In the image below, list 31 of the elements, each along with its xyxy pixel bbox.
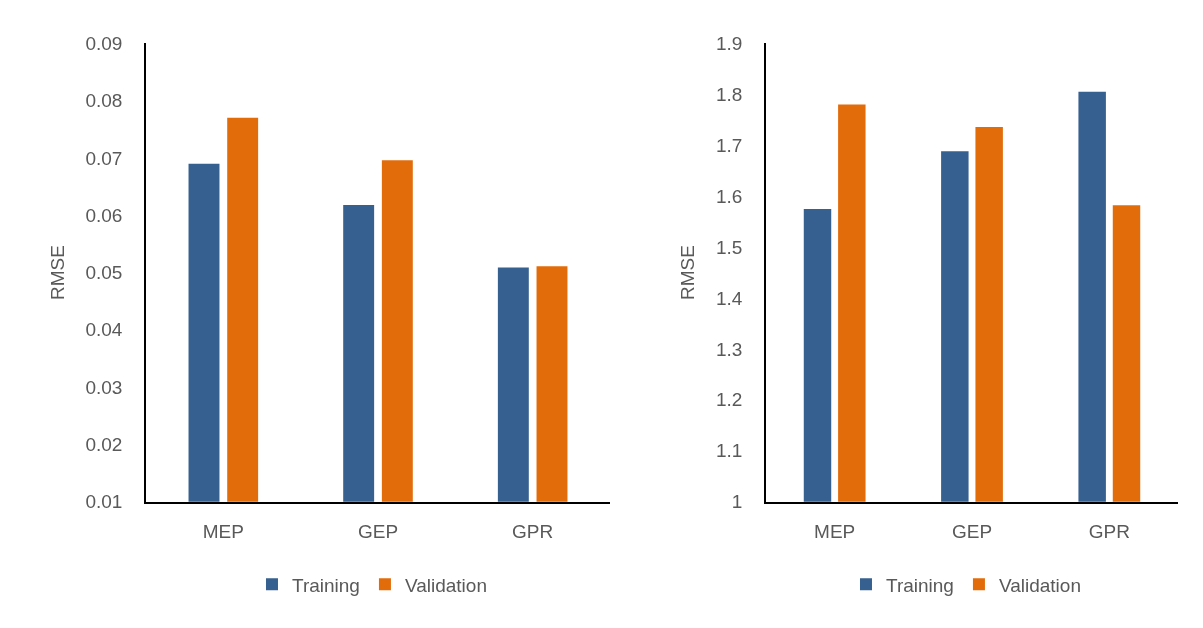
y-tick-label: 1.2 xyxy=(716,389,743,411)
x-tick-label: GEP xyxy=(357,521,399,543)
legend-label: Validation xyxy=(998,574,1081,596)
y-tick-label: 1.8 xyxy=(716,83,743,105)
legend-label: Training xyxy=(291,574,360,596)
y-tick-label: 1.3 xyxy=(716,338,743,360)
y-tick-label: 1.7 xyxy=(716,134,743,156)
y-tick-label: 1.6 xyxy=(716,185,743,207)
y-axis-title: RMSE xyxy=(46,245,68,300)
legend-label: Training xyxy=(885,574,954,596)
y-tick-label: 1.1 xyxy=(716,440,743,462)
x-tick-label: GPR xyxy=(1088,521,1130,543)
y-tick-label: 0.08 xyxy=(85,90,123,112)
y-tick-label: 0.04 xyxy=(85,319,123,341)
y-tick-label: 0.06 xyxy=(85,204,123,226)
x-tick-label: MEP xyxy=(202,521,244,543)
y-tick-label: 1 xyxy=(731,491,743,513)
y-tick-label: 1.4 xyxy=(716,287,743,309)
y-tick-label: 0.05 xyxy=(85,262,123,284)
y-tick-label: 0.02 xyxy=(85,434,123,456)
x-tick-label: MEP xyxy=(814,521,856,543)
y-axis-title: RMSE xyxy=(677,245,699,300)
y-tick-label: 0.01 xyxy=(85,491,123,513)
x-tick-label: GEP xyxy=(951,521,993,543)
legend-label: Validation xyxy=(404,574,487,596)
y-tick-label: 1.9 xyxy=(716,33,743,55)
x-tick-label: GPR xyxy=(512,521,554,543)
y-tick-label: 0.07 xyxy=(85,147,123,169)
y-tick-label: 0.09 xyxy=(85,33,123,55)
y-tick-label: 1.5 xyxy=(716,236,743,258)
y-tick-label: 0.03 xyxy=(85,376,123,398)
